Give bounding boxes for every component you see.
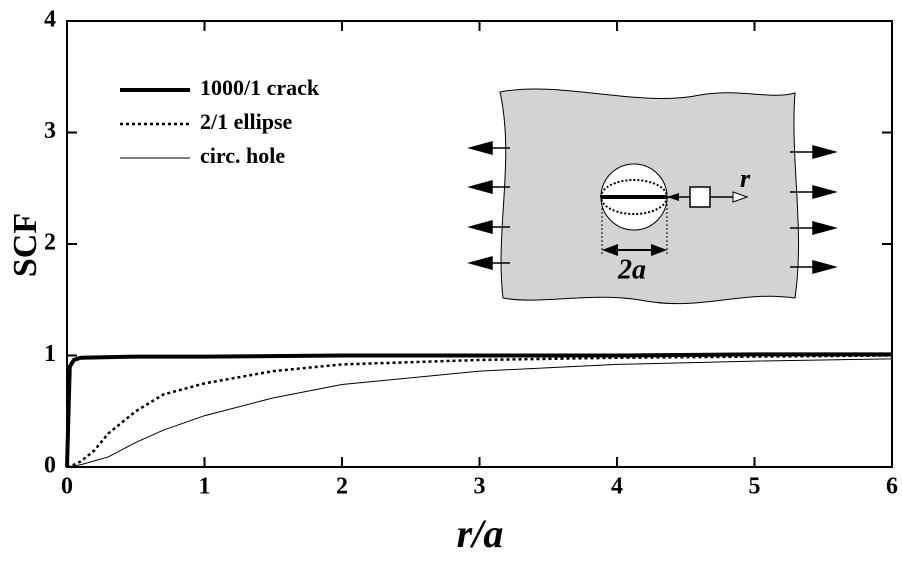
x-tick-label: 4 [611, 474, 623, 500]
y-tick-label: 2 [44, 230, 56, 256]
annotation-r: r [740, 164, 751, 193]
legend-label: 1000/1 crack [200, 75, 320, 100]
series-line [66, 354, 893, 469]
legend-label: circ. hole [200, 143, 285, 168]
x-tick-label: 1 [199, 474, 211, 500]
y-tick-label: 3 [44, 118, 56, 144]
x-tick-label: 3 [474, 474, 486, 500]
series-line [66, 358, 893, 468]
x-tick-label: 5 [749, 474, 761, 500]
y-tick-label: 4 [44, 7, 56, 33]
series-line [65, 352, 892, 468]
legend-label: 2/1 ellipse [200, 109, 293, 134]
x-tick-label: 6 [886, 474, 898, 500]
y-tick-label: 0 [44, 453, 56, 479]
inset-diagram: r 2a [467, 88, 838, 305]
x-tick-label: 0 [61, 474, 73, 500]
annotation-2a: 2a [617, 254, 646, 285]
x-axis-label: r/a [457, 511, 504, 556]
y-tick-label: 1 [44, 341, 56, 367]
y-axis-label: SCF [7, 213, 44, 277]
x-tick-label: 2 [336, 474, 348, 500]
